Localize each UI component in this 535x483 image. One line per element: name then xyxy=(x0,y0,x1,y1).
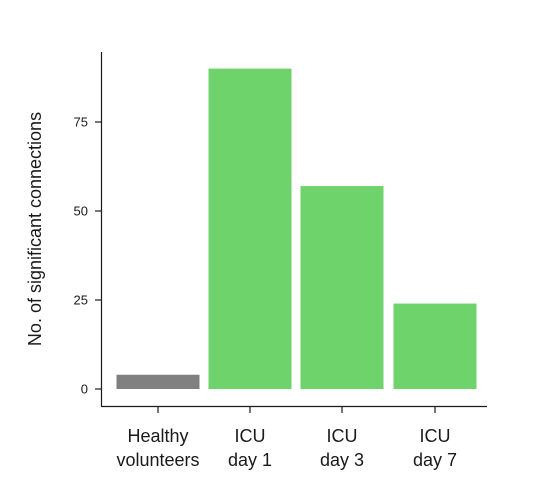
x-tick-label: day 7 xyxy=(413,450,457,470)
bar-1 xyxy=(116,374,200,389)
bars-group xyxy=(116,68,477,389)
y-axis-label: No. of significant connections xyxy=(25,112,45,346)
y-tick-label: 0 xyxy=(81,382,88,397)
x-tick-label: ICU xyxy=(235,426,266,446)
x-tick-label: ICU xyxy=(420,426,451,446)
x-tick-label: day 3 xyxy=(320,450,364,470)
y-tick-label: 75 xyxy=(74,115,88,130)
x-tick-label: volunteers xyxy=(116,450,199,470)
y-ticks-group: 0 25 50 75 xyxy=(74,115,101,397)
bar-4 xyxy=(393,303,477,389)
y-tick-label: 25 xyxy=(74,293,88,308)
bar-3 xyxy=(300,186,384,389)
y-tick-label: 50 xyxy=(74,204,88,219)
x-tick-label: day 1 xyxy=(228,450,272,470)
x-ticks-group: Healthy volunteers ICU day 1 ICU day 3 ICU day … xyxy=(116,407,457,470)
bar-2 xyxy=(208,68,292,389)
x-tick-label: Healthy xyxy=(127,426,188,446)
x-tick-label: ICU xyxy=(327,426,358,446)
